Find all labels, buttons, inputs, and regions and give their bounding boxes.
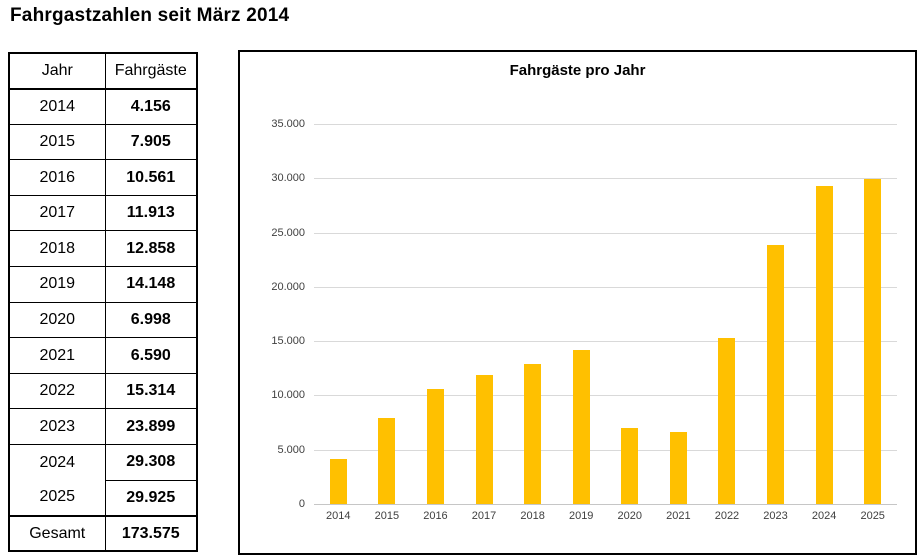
x-axis-tick-label: 2020 [617, 510, 643, 522]
chart-frame: Fahrgäste pro Jahr 35.000 30.000 25.000 20.… [238, 50, 917, 555]
y-axis-tick-label: 20.000 [271, 280, 305, 293]
table-header-row: Jahr Fahrgäste [9, 53, 197, 90]
bar-2023 [767, 244, 785, 504]
table-row: 2016 10.561 [9, 159, 197, 196]
gridline [314, 232, 897, 234]
y-axis-tick-label: 5.000 [277, 443, 305, 456]
bar-2022 [718, 337, 736, 504]
gridline [314, 124, 897, 125]
value-cell: 173.575 [121, 524, 180, 542]
table-row: 2022 15.314 [9, 373, 197, 410]
bar-2018 [524, 364, 542, 504]
y-axis-tick-label: 0 [298, 498, 305, 510]
table-row: 2017 11.913 [9, 195, 197, 232]
passenger-table-header: Jahr Fahrgäste [9, 53, 197, 90]
header-jahr: Jahr [9, 53, 106, 90]
gridline [314, 178, 897, 180]
year-cell: 2014 [9, 88, 106, 125]
table-row: 2020 6.998 [9, 302, 197, 339]
year-cell: 2025 [9, 480, 106, 517]
bar-2016 [426, 389, 444, 504]
year-cell: 2022 [9, 373, 106, 410]
page-title: Fahrgastzahlen seit März 2014 [10, 5, 290, 26]
table-row: 2018 12.858 [9, 230, 197, 268]
year-cell: 2023 [9, 408, 106, 446]
table-row: 2024 29.308 [9, 444, 197, 481]
x-axis-tick-label: 2024 [811, 510, 837, 522]
gridline [314, 395, 897, 397]
table-total-row: Gesamt 173.575 [9, 515, 197, 552]
year-cell: 2021 [9, 337, 106, 374]
x-axis-tick-label: 2016 [423, 510, 448, 522]
year-cell: 2018 [9, 230, 106, 268]
x-axis-tick-label: 2022 [714, 510, 740, 522]
gridline [314, 449, 897, 451]
x-axis-tick-label: 2021 [666, 510, 691, 522]
bar-2021 [669, 432, 687, 504]
value-cell: 6.590 [105, 337, 197, 374]
bar-2024 [815, 185, 833, 504]
value-cell: 6.998 [105, 302, 197, 339]
year-cell: Gesamt [9, 515, 106, 552]
year-cell: 2019 [9, 266, 106, 303]
value-cell: 29.308 [105, 444, 197, 481]
value-cell: 15.314 [105, 373, 197, 410]
bar-2017 [475, 374, 493, 504]
chart-title: Fahrgäste pro Jahr [509, 62, 646, 79]
y-axis-tick-label: 30.000 [271, 172, 305, 185]
x-axis-tick-label: 2014 [326, 510, 351, 522]
value-cell: 23.899 [105, 408, 197, 446]
x-axis-tick-label: 2025 [860, 510, 885, 522]
gridline [314, 341, 897, 343]
x-axis-tick-label: 2023 [763, 510, 788, 522]
passenger-table-body: 2014 4.156 2015 7.905 2016 10.561 2017 11.913 20… [9, 88, 197, 552]
bar-2019 [572, 350, 590, 504]
value-cell: 29.925 [105, 480, 197, 517]
year-cell: 2017 [9, 195, 106, 232]
bar-2025 [864, 179, 882, 504]
y-axis-tick-label: 25.000 [271, 226, 305, 239]
value-cell: 12.858 [105, 230, 197, 268]
header-fahrgaeste: Fahrgäste [105, 53, 197, 90]
x-axis-tick-label: 2018 [520, 510, 545, 522]
year-cell: 2020 [9, 302, 106, 339]
bar-2015 [378, 418, 396, 504]
year-cell: 2015 [9, 124, 106, 161]
table-row: 2023 23.899 [9, 408, 197, 446]
x-axis-tick-label: 2015 [374, 510, 400, 522]
value-cell: 14.148 [105, 266, 197, 303]
y-axis-tick-label: 35.000 [271, 118, 305, 130]
table-row: 2014 4.156 [9, 88, 197, 125]
table-row: 2021 6.590 [9, 337, 197, 374]
x-axis-line [314, 504, 897, 505]
passenger-table: Jahr Fahrgäste 2014 4.156 2015 7.905 2016 10.… [8, 52, 198, 553]
value-cell: 7.905 [105, 124, 197, 161]
value-cell: 11.913 [105, 195, 197, 232]
x-axis-tick-label: 2017 [471, 510, 497, 522]
value-cell: 10.561 [105, 159, 197, 196]
year-cell: 2024 [9, 444, 106, 481]
table-row: 2015 7.905 [9, 124, 197, 161]
chart-plot: 35.000 30.000 25.000 20.000 15.000 10.000 5.00… [271, 119, 897, 522]
bar-2020 [621, 428, 639, 504]
table-row: 2019 14.148 [9, 266, 197, 303]
gridline [314, 286, 897, 288]
year-cell: 2016 [9, 159, 106, 196]
bar-2014 [329, 458, 347, 504]
table-row: 2025 29.925 [9, 480, 197, 517]
y-axis-tick-label: 15.000 [271, 335, 305, 348]
value-cell: 4.156 [105, 88, 197, 125]
y-axis-tick-label: 10.000 [271, 389, 305, 402]
x-axis-tick-label: 2019 [568, 510, 594, 522]
